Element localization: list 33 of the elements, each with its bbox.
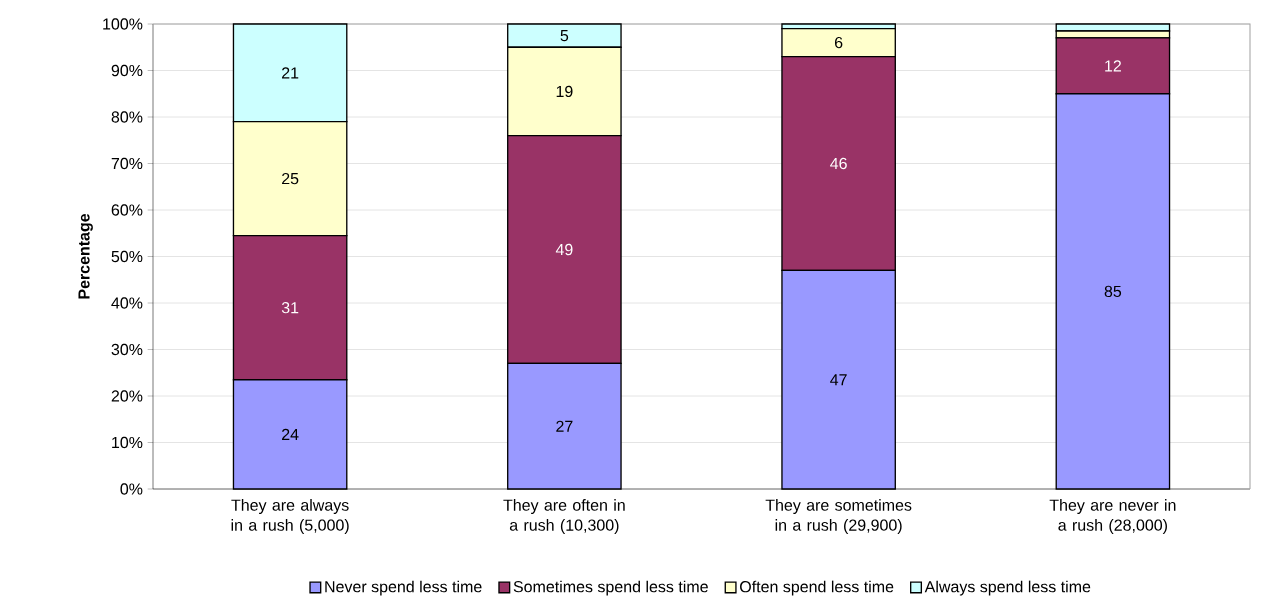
x-tick-label: They are often in a rush (10,300) [503, 499, 625, 534]
y-tick-label: 70% [111, 157, 143, 170]
data-label: 24 [282, 428, 299, 440]
y-tick-label: 10% [112, 436, 143, 449]
legend-label: Always spend less time [924, 580, 1091, 596]
data-label: 19 [556, 85, 573, 98]
data-label: 21 [282, 67, 299, 79]
data-label: 5 [560, 30, 569, 42]
data-label: 47 [830, 374, 847, 386]
y-tick-label: 90% [111, 64, 143, 77]
legend-label: Sometimes spend less time [513, 580, 708, 596]
y-tick-label: 50% [111, 250, 143, 263]
legend-label: Often spend less time [740, 580, 894, 596]
legend-label: Never spend less time [325, 580, 482, 596]
y-tick-label: 100% [103, 18, 143, 30]
x-tick-label: They are never in a rush (28,000) [1049, 499, 1176, 534]
x-tick-label: They are sometimes in a rush (29,900) [765, 499, 912, 534]
data-label: 46 [830, 157, 847, 170]
y-tick-label: 20% [111, 390, 143, 402]
y-axis-title: Percentage [78, 213, 93, 299]
data-label: 85 [1104, 285, 1122, 298]
x-tick-label: They are always in a rush (5,000) [231, 499, 349, 534]
y-tick-label: 0% [120, 483, 143, 495]
y-tick-label: 80% [111, 111, 143, 123]
y-tick-label: 30% [111, 343, 143, 356]
data-label: 12 [1105, 60, 1121, 72]
y-tick-label: 60% [111, 204, 143, 216]
y-tick-label: 40% [111, 297, 143, 309]
data-label: 6 [834, 36, 843, 49]
data-label: 49 [555, 243, 573, 256]
data-label: 31 [281, 301, 299, 314]
data-label: 27 [556, 420, 573, 432]
data-label: 25 [282, 172, 299, 185]
